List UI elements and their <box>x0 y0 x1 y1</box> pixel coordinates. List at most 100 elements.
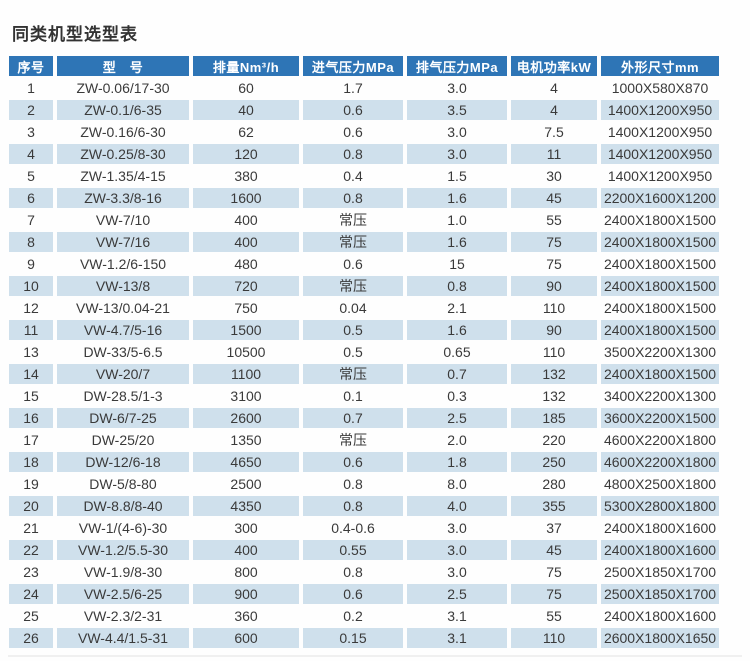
cell-dimensions: 1400X1200X950 <box>601 144 719 164</box>
cell-motor-power: 110 <box>511 628 597 648</box>
cell-intake-pressure: 0.15 <box>303 628 403 648</box>
cell-displacement: 2600 <box>193 408 299 428</box>
cell-intake-pressure: 0.2 <box>303 606 403 626</box>
cell-motor-power: 110 <box>511 342 597 362</box>
cell-dimensions: 2200X1600X1200 <box>601 188 719 208</box>
cell-model: ZW-0.25/8-30 <box>57 144 189 164</box>
cell-dimensions: 1400X1200X950 <box>601 100 719 120</box>
col-header-displacement: 排量Nm³/h <box>193 56 299 76</box>
cell-index: 11 <box>9 320 53 340</box>
cell-model: ZW-0.16/6-30 <box>57 122 189 142</box>
cell-intake-pressure: 0.4-0.6 <box>303 518 403 538</box>
cell-exhaust-pressure: 2.1 <box>407 298 507 318</box>
col-header-dimensions: 外形尺寸mm <box>601 56 719 76</box>
cell-exhaust-pressure: 1.0 <box>407 210 507 230</box>
cell-index: 15 <box>9 386 53 406</box>
cell-exhaust-pressure: 1.5 <box>407 166 507 186</box>
cell-motor-power: 250 <box>511 452 597 472</box>
cell-exhaust-pressure: 1.6 <box>407 232 507 252</box>
cell-model: ZW-1.35/4-15 <box>57 166 189 186</box>
cell-dimensions: 2400X1800X1600 <box>601 606 719 626</box>
header-row: 序号 型 号 排量Nm³/h 进气压力MPa 排气压力MPa 电机功率kW 外形… <box>9 56 719 76</box>
cell-dimensions: 2400X1800X1500 <box>601 320 719 340</box>
cell-displacement: 1500 <box>193 320 299 340</box>
cell-motor-power: 90 <box>511 320 597 340</box>
cell-displacement: 800 <box>193 562 299 582</box>
cell-exhaust-pressure: 3.1 <box>407 628 507 648</box>
table-row: 16 DW-6/7-25 2600 0.7 2.5 185 3600X2200X1500 <box>9 408 719 428</box>
page-title: 同类机型选型表 <box>12 25 138 44</box>
cell-model: VW-20/7 <box>57 364 189 384</box>
cell-dimensions: 2400X1800X1600 <box>601 540 719 560</box>
cell-motor-power: 132 <box>511 386 597 406</box>
cell-displacement: 4350 <box>193 496 299 516</box>
cell-index: 25 <box>9 606 53 626</box>
cell-intake-pressure: 0.5 <box>303 320 403 340</box>
table-row: 14 VW-20/7 1100 常压 0.7 132 2400X1800X1500 <box>9 364 719 384</box>
cell-motor-power: 220 <box>511 430 597 450</box>
cell-dimensions: 2500X1850X1700 <box>601 584 719 604</box>
cell-dimensions: 4600X2200X1800 <box>601 452 719 472</box>
cell-dimensions: 1400X1200X950 <box>601 122 719 142</box>
cell-motor-power: 37 <box>511 518 597 538</box>
cell-displacement: 480 <box>193 254 299 274</box>
cell-intake-pressure: 0.1 <box>303 386 403 406</box>
cell-exhaust-pressure: 3.0 <box>407 144 507 164</box>
cell-model: VW-1.2/5.5-30 <box>57 540 189 560</box>
cell-index: 7 <box>9 210 53 230</box>
cell-model: DW-25/20 <box>57 430 189 450</box>
cell-intake-pressure: 常压 <box>303 210 403 230</box>
cell-model: DW-6/7-25 <box>57 408 189 428</box>
cell-exhaust-pressure: 3.0 <box>407 518 507 538</box>
table-body: 1 ZW-0.06/17-30 60 1.7 3.0 4 1000X580X870 2 ZW-0… <box>9 78 719 648</box>
cell-displacement: 1600 <box>193 188 299 208</box>
cell-exhaust-pressure: 8.0 <box>407 474 507 494</box>
cell-model: ZW-0.1/6-35 <box>57 100 189 120</box>
cell-displacement: 2500 <box>193 474 299 494</box>
cell-motor-power: 90 <box>511 276 597 296</box>
cell-model: VW-2.5/6-25 <box>57 584 189 604</box>
cell-model: VW-13/0.04-21 <box>57 298 189 318</box>
col-header-index: 序号 <box>9 56 53 76</box>
cell-intake-pressure: 常压 <box>303 232 403 252</box>
table-row: 13 DW-33/5-6.5 10500 0.5 0.65 110 3500X2200X13… <box>9 342 719 362</box>
cell-model: DW-8.8/8-40 <box>57 496 189 516</box>
cell-motor-power: 355 <box>511 496 597 516</box>
cell-displacement: 1350 <box>193 430 299 450</box>
cell-model: VW-1.9/8-30 <box>57 562 189 582</box>
cell-model: VW-7/10 <box>57 210 189 230</box>
cell-motor-power: 7.5 <box>511 122 597 142</box>
cell-motor-power: 110 <box>511 298 597 318</box>
cell-dimensions: 5300X2800X1800 <box>601 496 719 516</box>
cell-index: 20 <box>9 496 53 516</box>
cell-dimensions: 2400X1800X1500 <box>601 254 719 274</box>
cell-motor-power: 55 <box>511 210 597 230</box>
table-row: 18 DW-12/6-18 4650 0.6 1.8 250 4600X2200X1800 <box>9 452 719 472</box>
cell-dimensions: 4800X2500X1800 <box>601 474 719 494</box>
cell-index: 17 <box>9 430 53 450</box>
cell-index: 19 <box>9 474 53 494</box>
cell-motor-power: 132 <box>511 364 597 384</box>
cell-dimensions: 2400X1800X1500 <box>601 210 719 230</box>
cell-intake-pressure: 1.7 <box>303 78 403 98</box>
cell-displacement: 400 <box>193 540 299 560</box>
table-row: 6 ZW-3.3/8-16 1600 0.8 1.6 45 2200X1600X1200 <box>9 188 719 208</box>
cell-displacement: 10500 <box>193 342 299 362</box>
cell-exhaust-pressure: 0.3 <box>407 386 507 406</box>
cell-displacement: 400 <box>193 232 299 252</box>
cell-displacement: 360 <box>193 606 299 626</box>
cell-displacement: 380 <box>193 166 299 186</box>
cell-dimensions: 3600X2200X1500 <box>601 408 719 428</box>
table-row: 1 ZW-0.06/17-30 60 1.7 3.0 4 1000X580X870 <box>9 78 719 98</box>
cell-dimensions: 2600X1800X1650 <box>601 628 719 648</box>
cell-exhaust-pressure: 1.8 <box>407 452 507 472</box>
cell-intake-pressure: 常压 <box>303 364 403 384</box>
table-row: 3 ZW-0.16/6-30 62 0.6 3.0 7.5 1400X1200X950 <box>9 122 719 142</box>
table-row: 25 VW-2.3/2-31 360 0.2 3.1 55 2400X1800X1600 <box>9 606 719 626</box>
table-row: 12 VW-13/0.04-21 750 0.04 2.1 110 2400X1800X15… <box>9 298 719 318</box>
cell-index: 16 <box>9 408 53 428</box>
cell-index: 14 <box>9 364 53 384</box>
cell-intake-pressure: 0.4 <box>303 166 403 186</box>
cell-model: VW-2.3/2-31 <box>57 606 189 626</box>
